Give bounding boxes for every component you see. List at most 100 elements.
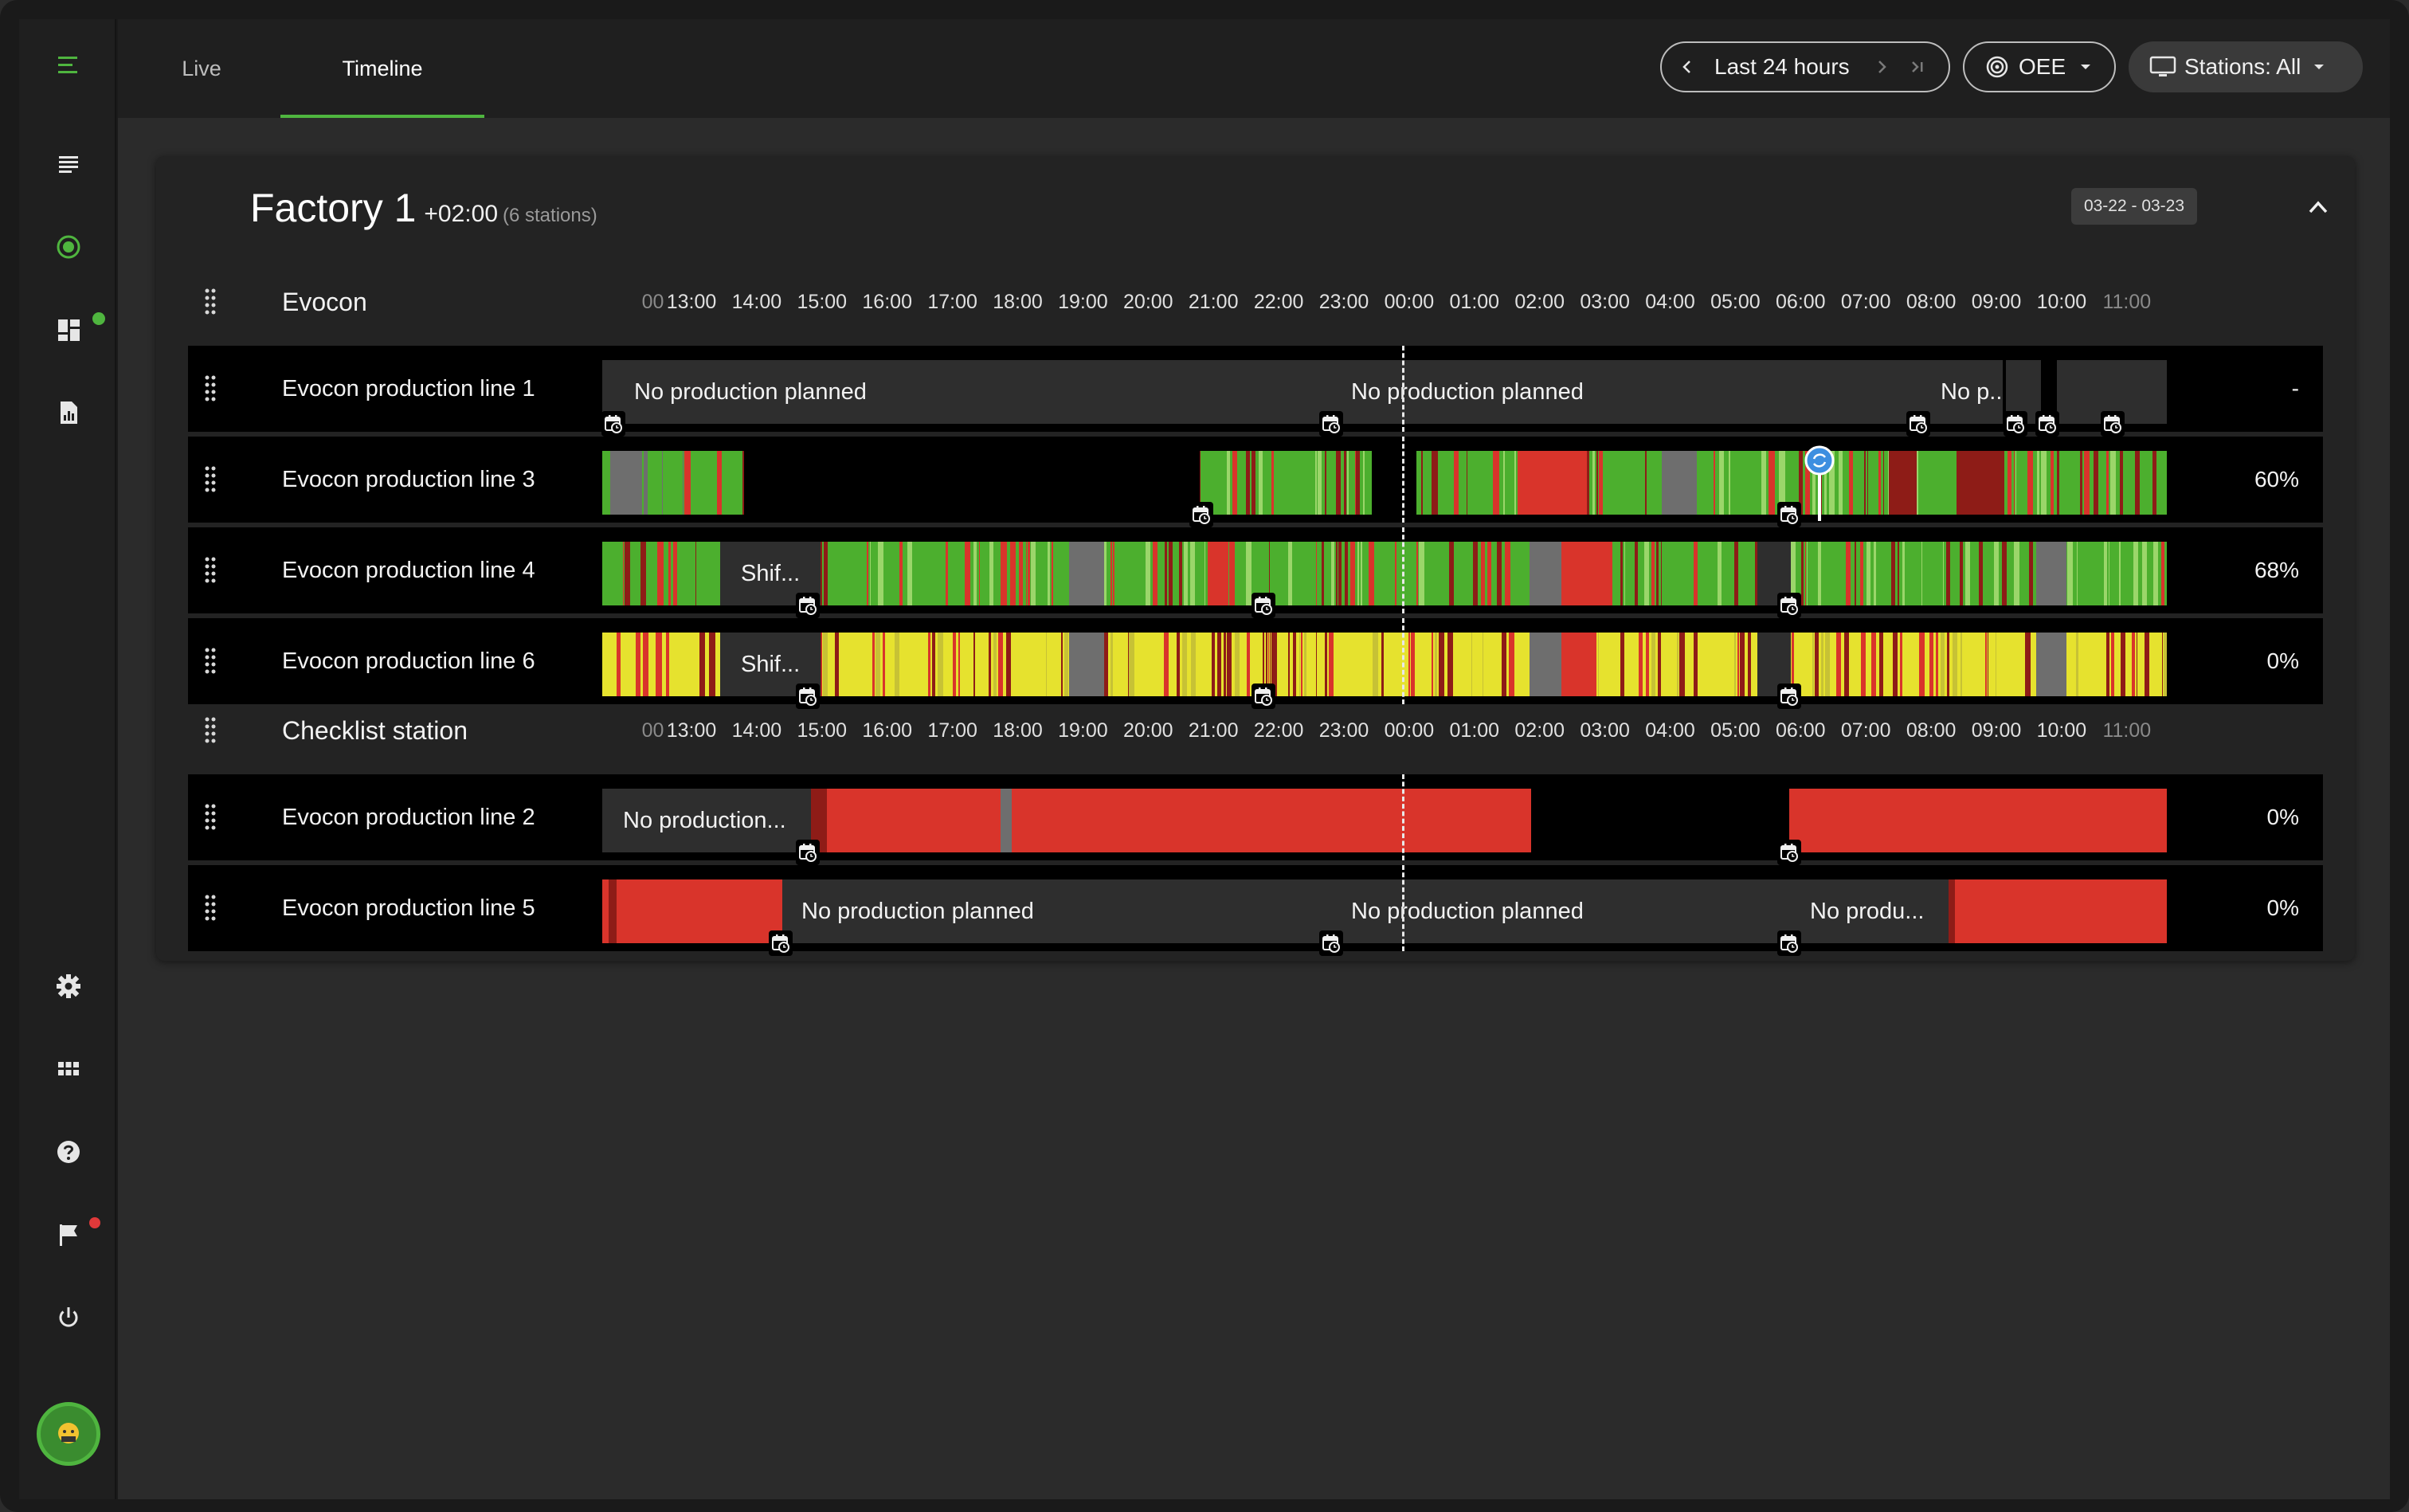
timeline-segment[interactable] xyxy=(1805,451,1810,515)
timeline-segment[interactable] xyxy=(1889,451,1895,515)
timeline-segment[interactable] xyxy=(609,879,617,943)
timeline-segment[interactable] xyxy=(2120,451,2123,515)
timeline-segment[interactable] xyxy=(1843,633,1849,696)
calendar-icon[interactable] xyxy=(601,411,625,437)
timeline-segment[interactable] xyxy=(1509,633,1514,696)
timeline-segment[interactable] xyxy=(1658,633,1662,696)
timeline-segment[interactable] xyxy=(1271,633,1277,696)
timeline-segment[interactable] xyxy=(782,879,1949,943)
timeline-segment[interactable] xyxy=(1227,451,1231,515)
tab-live[interactable]: Live xyxy=(150,19,253,118)
timeline-segment[interactable] xyxy=(1317,451,1322,515)
skip-to-end-icon[interactable] xyxy=(1909,59,1926,75)
timeline-segment[interactable] xyxy=(1432,633,1434,696)
timeline-segment[interactable] xyxy=(2161,542,2164,605)
timeline-segment[interactable] xyxy=(1660,542,1662,605)
timeline-segment[interactable] xyxy=(2152,451,2156,515)
timeline-segment[interactable] xyxy=(1800,542,1804,605)
station-row[interactable]: Evocon production line 1 No production pl… xyxy=(188,346,2323,437)
timeline-segment[interactable] xyxy=(656,542,664,605)
timeline-segment[interactable] xyxy=(1416,542,1418,605)
timeline-segment[interactable] xyxy=(1190,633,1196,696)
timeline-segment[interactable] xyxy=(2132,633,2135,696)
timeline-segment[interactable] xyxy=(1644,451,1647,515)
timeline-segment[interactable] xyxy=(1224,633,1226,696)
timeline-segment[interactable] xyxy=(1408,633,1410,696)
power-icon[interactable] xyxy=(51,1300,86,1335)
timeline-segment[interactable] xyxy=(1957,451,2004,515)
timeline-segment[interactable] xyxy=(2025,633,2031,696)
timeline-segment[interactable] xyxy=(1061,633,1063,696)
timeline-segment[interactable] xyxy=(1362,451,1365,515)
timeline-track[interactable]: No production planned No production plann… xyxy=(602,879,2167,956)
tab-timeline[interactable]: Timeline xyxy=(280,19,484,118)
chevron-left-icon[interactable] xyxy=(1679,59,1695,75)
timeline-segment[interactable] xyxy=(1779,451,1785,515)
timeline-segment[interactable] xyxy=(1360,542,1363,605)
timeline-segment[interactable] xyxy=(683,451,684,515)
timeline-segment[interactable] xyxy=(1299,633,1301,696)
timeline-segment[interactable] xyxy=(931,633,936,696)
timeline-segment[interactable] xyxy=(2111,633,2114,696)
timeline-segment[interactable] xyxy=(1960,633,1962,696)
timeline-segment[interactable] xyxy=(1955,879,2167,943)
timeline-segment[interactable] xyxy=(1880,633,1884,696)
timeline-segment[interactable] xyxy=(1001,789,1012,852)
station-row[interactable]: Evocon production line 6 Shif... 0% xyxy=(188,618,2323,709)
timeline-segment[interactable] xyxy=(1018,542,1024,605)
timeline-segment[interactable] xyxy=(822,633,828,696)
timeline-segment[interactable] xyxy=(973,542,977,605)
timeline-segment[interactable] xyxy=(2040,451,2047,515)
menu-icon[interactable] xyxy=(51,48,86,83)
timeline-segment[interactable] xyxy=(1789,789,2167,852)
chevron-up-icon[interactable] xyxy=(2304,193,2333,221)
timeline-segment[interactable] xyxy=(827,789,1531,852)
timeline-segment[interactable] xyxy=(1227,633,1232,696)
timeline-segment[interactable] xyxy=(883,633,885,696)
timeline-segment[interactable] xyxy=(2152,542,2158,605)
timeline-segment[interactable] xyxy=(1935,633,1939,696)
timeline-segment[interactable] xyxy=(1235,633,1240,696)
timeline-segment[interactable] xyxy=(1381,633,1384,696)
timeline-segment[interactable] xyxy=(1900,633,1903,696)
timeline-segment[interactable] xyxy=(1592,451,1596,515)
timeline-segment[interactable] xyxy=(1369,542,1375,605)
timeline-segment[interactable] xyxy=(1005,633,1012,696)
timeline-segment[interactable] xyxy=(1887,451,1889,515)
timeline-segment[interactable] xyxy=(661,451,663,515)
timeline-segment[interactable] xyxy=(1481,542,1486,605)
timeline-segment[interactable] xyxy=(1893,451,1917,515)
timeline-segment[interactable] xyxy=(2007,451,2011,515)
timeline-segment[interactable] xyxy=(1497,542,1502,605)
timeline-segment[interactable] xyxy=(1447,633,1453,696)
timeline-segment[interactable] xyxy=(1656,542,1659,605)
timeline-segment[interactable] xyxy=(684,451,691,515)
timeline-segment[interactable] xyxy=(1153,542,1157,605)
calendar-icon[interactable] xyxy=(1777,502,1801,527)
timeline-segment[interactable] xyxy=(1268,633,1270,696)
timeline-segment[interactable] xyxy=(965,542,970,605)
timeline-segment[interactable] xyxy=(1734,542,1738,605)
timeline-segment[interactable] xyxy=(2027,451,2034,515)
chevron-right-icon[interactable] xyxy=(1874,59,1890,75)
timeline-segment[interactable] xyxy=(938,633,943,696)
timeline-segment[interactable] xyxy=(665,633,669,696)
timeline-segment[interactable] xyxy=(602,789,811,852)
timeline-segment[interactable] xyxy=(635,633,637,696)
timeline-segment[interactable] xyxy=(1821,633,1824,696)
timeline-segment[interactable] xyxy=(993,633,997,696)
timeline-segment[interactable] xyxy=(1890,542,1896,605)
timeline-segment[interactable] xyxy=(2066,542,2073,605)
timeline-segment[interactable] xyxy=(1246,542,1252,605)
timeline-track[interactable]: No production... xyxy=(602,789,2167,865)
timeline-segment[interactable] xyxy=(1729,451,1731,515)
timeline-segment[interactable] xyxy=(1271,451,1275,515)
timeline-track[interactable] xyxy=(602,445,2167,527)
timeline-segment[interactable] xyxy=(907,542,913,605)
metric-selector[interactable]: OEE xyxy=(1963,41,2116,92)
timeline-segment[interactable] xyxy=(997,633,1003,696)
dashboard-icon[interactable] xyxy=(51,312,86,347)
timeline-segment[interactable] xyxy=(1163,633,1169,696)
timeline-segment[interactable] xyxy=(1129,633,1134,696)
timeline-segment[interactable] xyxy=(1835,633,1841,696)
